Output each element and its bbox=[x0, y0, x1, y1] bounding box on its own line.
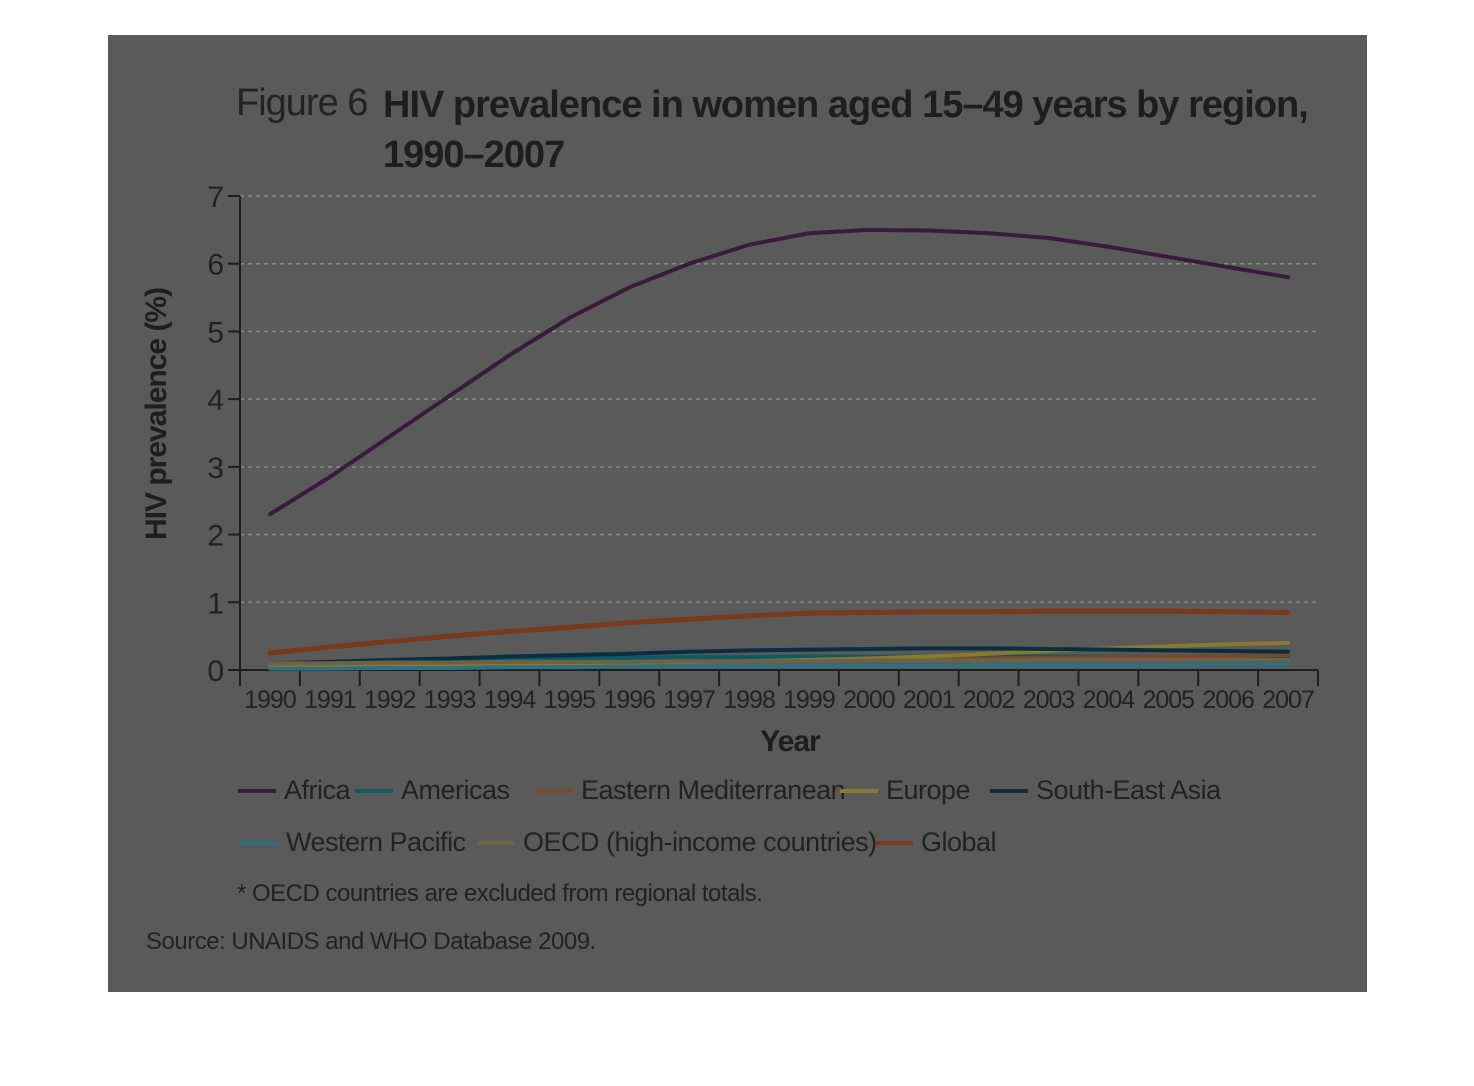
x-tick-label: 2007 bbox=[1262, 686, 1314, 714]
x-tick-label: 2004 bbox=[1083, 686, 1136, 714]
x-tick-label: 1991 bbox=[304, 686, 356, 714]
x-tick-label: 1994 bbox=[484, 686, 537, 714]
chart-panel bbox=[108, 35, 1367, 992]
legend-label: South-East Asia bbox=[1036, 775, 1221, 805]
series-line bbox=[267, 657, 1291, 666]
legend-swatch bbox=[477, 840, 515, 845]
legend-item: Africa bbox=[238, 775, 351, 806]
y-tick-label: 3 bbox=[207, 452, 224, 485]
legend-swatch bbox=[355, 788, 393, 793]
figure-number: Figure 6 bbox=[236, 82, 368, 124]
x-tick-label: 1990 bbox=[244, 686, 296, 714]
series-lines bbox=[267, 227, 1291, 671]
y-axis-label: HIV prevalence (%) bbox=[140, 287, 173, 540]
legend-label: Americas bbox=[401, 775, 510, 805]
legend-item: Europe bbox=[840, 775, 971, 806]
series-line bbox=[267, 608, 1291, 656]
legend-swatch bbox=[840, 788, 878, 793]
legend-label: Western Pacific bbox=[286, 827, 466, 857]
legend-swatch bbox=[990, 788, 1028, 793]
y-tick-label: 7 bbox=[207, 181, 224, 214]
x-tick-label: 1993 bbox=[424, 686, 476, 714]
y-tick-label: 2 bbox=[207, 520, 224, 553]
legend-item: South-East Asia bbox=[990, 775, 1221, 806]
source-note: Source: UNAIDS and WHO Database 2009. bbox=[146, 928, 596, 955]
x-tick-label: 2000 bbox=[843, 686, 895, 714]
x-tick-label: 1992 bbox=[364, 686, 416, 714]
y-tick-label: 6 bbox=[207, 249, 224, 282]
series-line bbox=[267, 646, 1291, 666]
x-tick-label: 2006 bbox=[1202, 686, 1254, 714]
x-tick-label: 1996 bbox=[603, 686, 655, 714]
x-tick-label: 2001 bbox=[903, 686, 955, 714]
x-tick-label: 1997 bbox=[663, 686, 715, 714]
x-tick-label: 2005 bbox=[1142, 686, 1194, 714]
legend-swatch bbox=[875, 840, 913, 845]
legend-label: Eastern Mediterranean bbox=[581, 775, 846, 805]
legend-label: Europe bbox=[886, 775, 971, 805]
y-tick-label: 1 bbox=[207, 587, 224, 620]
footnote: * OECD countries are excluded from regio… bbox=[237, 880, 763, 907]
legend-swatch bbox=[240, 840, 278, 845]
series-line bbox=[267, 227, 1291, 517]
x-axis-label: Year bbox=[760, 725, 820, 758]
legend-label: Africa bbox=[284, 775, 351, 805]
chart-title: HIV prevalence in women aged 15–49 years… bbox=[383, 84, 1309, 176]
x-tick-label: 2002 bbox=[963, 686, 1015, 714]
legend-swatch bbox=[535, 788, 573, 793]
legend-swatch bbox=[238, 788, 276, 793]
x-tick-label: 2003 bbox=[1023, 686, 1075, 714]
gridlines bbox=[240, 195, 1318, 604]
y-tick-label: 5 bbox=[207, 316, 224, 349]
x-tick-label: 1999 bbox=[783, 686, 835, 714]
legend-label: Global bbox=[921, 827, 997, 857]
legend-item: Eastern Mediterranean bbox=[535, 775, 846, 806]
series-line bbox=[267, 662, 1291, 671]
x-tick-label: 1998 bbox=[723, 686, 775, 714]
y-tick-label: 0 bbox=[207, 655, 224, 688]
legend-label: OECD (high-income countries) bbox=[523, 827, 877, 857]
legend-item: Americas bbox=[355, 775, 510, 806]
axes: 0 1 2 3 4 5 6 7 1990 1991 1992 1993 1994 1995 1996 1997… bbox=[207, 181, 1319, 714]
y-tick-label: 4 bbox=[207, 384, 224, 417]
x-tick-label: 1995 bbox=[544, 686, 596, 714]
legend-item: Western Pacific bbox=[240, 827, 466, 858]
legend-item: Global bbox=[875, 827, 997, 858]
legend-item: OECD (high-income countries) bbox=[477, 827, 877, 858]
